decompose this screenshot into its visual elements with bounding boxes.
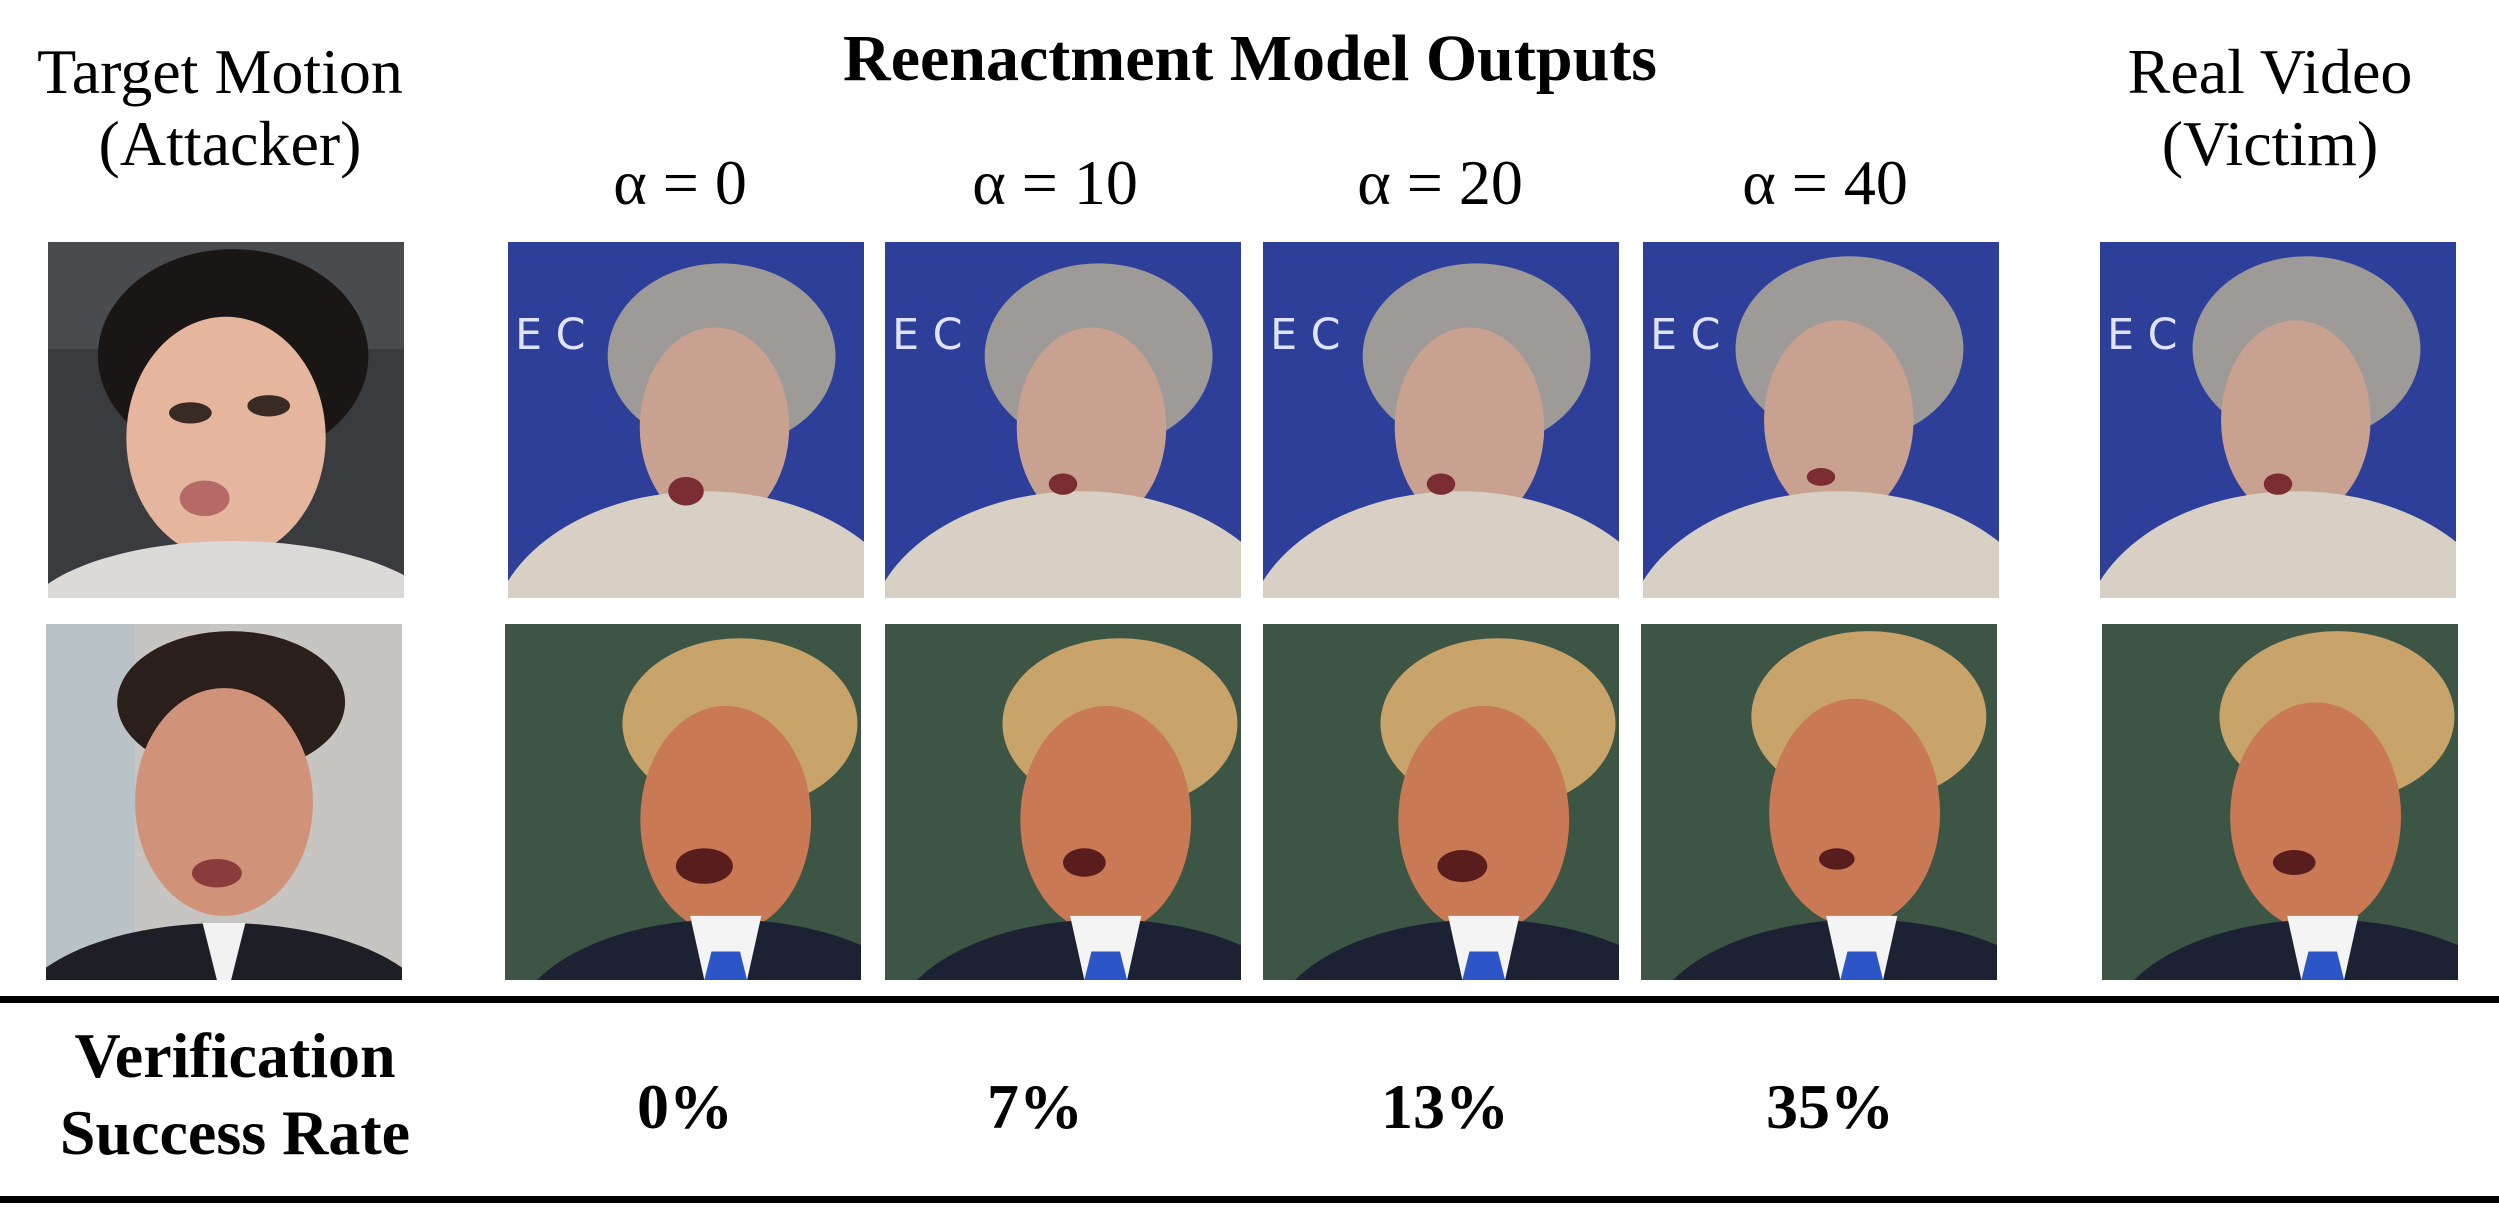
- reenactment-output-row1-alpha10: E C: [885, 242, 1241, 598]
- success-rate-alpha10: 7%: [987, 1071, 1083, 1142]
- header-target-motion-line2: (Attacker): [98, 107, 362, 179]
- success-rate-alpha20: 13%: [1381, 1071, 1509, 1142]
- row-label-line1: Verification: [74, 1020, 396, 1091]
- svg-text:E C: E C: [1650, 310, 1720, 360]
- reenactment-output-row1-alpha0: E C: [508, 242, 864, 598]
- reenactment-output-row2-alpha0: [505, 624, 861, 980]
- success-rate-alpha40: 35%: [1766, 1071, 1894, 1142]
- reenactment-output-row2-alpha10: [885, 624, 1241, 980]
- reenactment-output-row2-alpha40: [1641, 624, 1997, 980]
- attacker-image-row1: [48, 242, 404, 598]
- reenactment-output-row1-alpha20: E C: [1263, 242, 1619, 598]
- header-real-video: Real Video (Victim): [2060, 36, 2480, 179]
- verification-success-rate-label: Verification Success Rate: [0, 1018, 470, 1172]
- reenactment-output-row2-alpha20: [1263, 624, 1619, 980]
- row-label-line2: Success Rate: [59, 1096, 411, 1168]
- header-target-motion-line1: Target Motion: [37, 36, 403, 107]
- alpha-label-40: α = 40: [1742, 147, 1908, 218]
- alpha-label-10: α = 10: [972, 147, 1138, 218]
- real-video-frame-row2: [2102, 624, 2458, 980]
- success-rate-alpha0: 0%: [637, 1071, 733, 1142]
- attacker-image-row2: [46, 624, 402, 980]
- header-real-video-line1: Real Video: [2127, 36, 2413, 107]
- alpha-label-0: α = 0: [613, 147, 747, 218]
- header-reenactment-outputs: Reenactment Model Outputs: [843, 22, 1657, 95]
- svg-text:E C: E C: [892, 310, 962, 360]
- bottom-rule: [0, 1196, 2499, 1203]
- svg-text:E C: E C: [2107, 310, 2177, 360]
- svg-text:E C: E C: [1270, 310, 1340, 360]
- header-real-video-line2: (Victim): [2161, 107, 2379, 179]
- alpha-label-20: α = 20: [1357, 147, 1523, 218]
- header-target-motion: Target Motion (Attacker): [0, 36, 403, 179]
- real-video-frame-row1: E C: [2100, 242, 2456, 598]
- reenactment-output-row1-alpha40: E C: [1643, 242, 1999, 598]
- top-rule: [0, 996, 2499, 1003]
- svg-text:E C: E C: [515, 310, 585, 360]
